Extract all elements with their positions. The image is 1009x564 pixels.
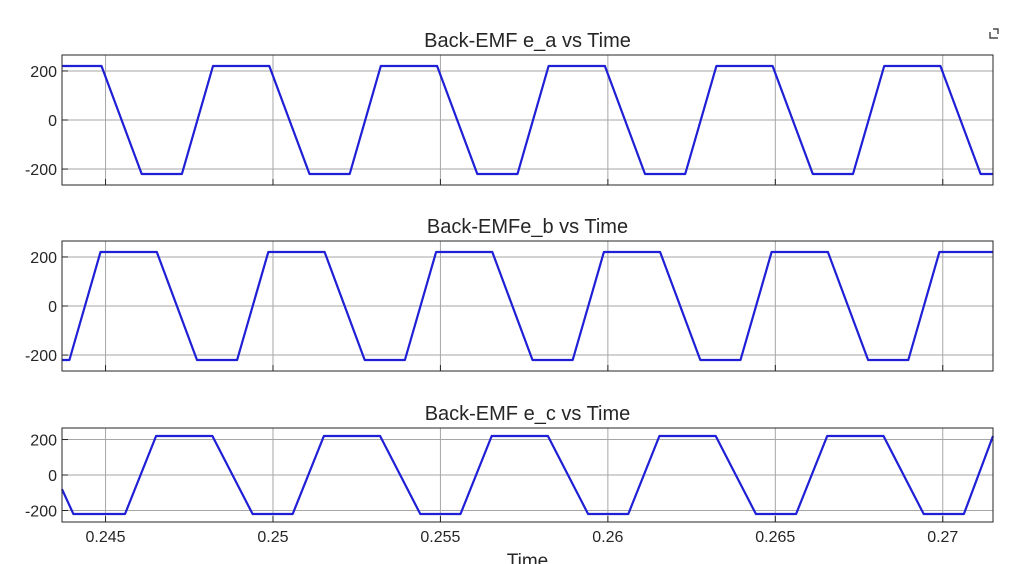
y-axis: -200 0 200 [25,64,68,179]
plot-border [61,54,994,186]
x-tick-label: 0.25 [257,529,288,546]
plot-e-a: Back-EMF e_a vs Time -200 0 200 [25,30,994,186]
grid-lines [62,428,993,522]
y-tick-label: 200 [30,64,57,81]
plot-title: Back-EMF e_c vs Time [425,403,631,425]
x-axis: 0.245 0.25 0.255 0.26 0.265 0.27 [86,516,958,546]
x-tick-label: 0.26 [592,529,623,546]
series-line [62,64,993,176]
grid-lines [62,241,993,371]
x-tick-label: 0.265 [755,529,795,546]
y-tick-label: 0 [48,468,57,485]
x-tick-label: 0.255 [420,529,460,546]
y-tick-label: -200 [25,503,57,520]
dock-icon[interactable] [989,28,999,39]
series-line [61,434,995,516]
series-line [62,250,993,362]
y-axis: -200 0 200 [25,433,68,520]
y-tick-label: 0 [48,299,57,316]
x-tick-label: 0.245 [86,529,126,546]
x-tick-label: 0.27 [927,529,958,546]
y-tick-label: 200 [30,250,57,267]
y-axis: -200 0 200 [25,250,68,365]
x-axis [105,179,944,185]
plot-title: Back-EMFe_b vs Time [427,216,628,238]
y-tick-label: 0 [48,113,57,130]
plot-border [61,240,994,372]
plot-border [61,427,994,523]
plot-e-b: Back-EMFe_b vs Time -200 0 200 [25,216,994,372]
grid-lines [62,55,993,185]
y-tick-label: 200 [30,433,57,450]
plot-title: Back-EMF e_a vs Time [424,30,631,52]
x-axis [105,365,944,371]
y-tick-label: -200 [25,348,57,365]
x-axis-label: Time [507,551,549,564]
y-tick-label: -200 [25,162,57,179]
